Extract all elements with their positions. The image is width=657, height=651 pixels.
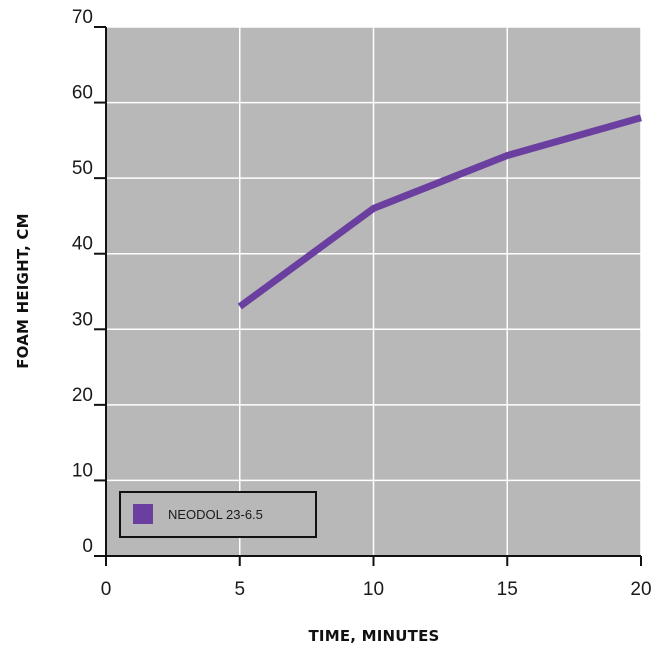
- legend-swatch-neodol-23-6-5: [133, 504, 153, 524]
- x-tick-label-15: 15: [497, 579, 518, 600]
- series-line-0: [237, 114, 642, 310]
- y-tick-label-70: 70: [72, 7, 93, 28]
- x-axis-title: TIME, MINUTES: [308, 627, 439, 645]
- y-tick-label-10: 10: [72, 460, 93, 481]
- x-tick-label-5: 5: [234, 579, 245, 600]
- y-tick-label-0: 0: [82, 536, 93, 557]
- y-tick-label-20: 20: [72, 385, 93, 406]
- x-tick-label-20: 20: [630, 579, 651, 600]
- legend-label-neodol-23-6-5: NEODOL 23-6.5: [168, 507, 263, 522]
- y-tick-label-30: 30: [72, 309, 93, 330]
- y-axis-title: FOAM HEIGHT, CM: [14, 213, 32, 369]
- y-tick-label-40: 40: [72, 234, 93, 255]
- y-tick-label-50: 50: [72, 158, 93, 179]
- y-tick-label-60: 60: [72, 83, 93, 104]
- x-tick-label-10: 10: [363, 579, 384, 600]
- x-tick-label-0: 0: [101, 579, 112, 600]
